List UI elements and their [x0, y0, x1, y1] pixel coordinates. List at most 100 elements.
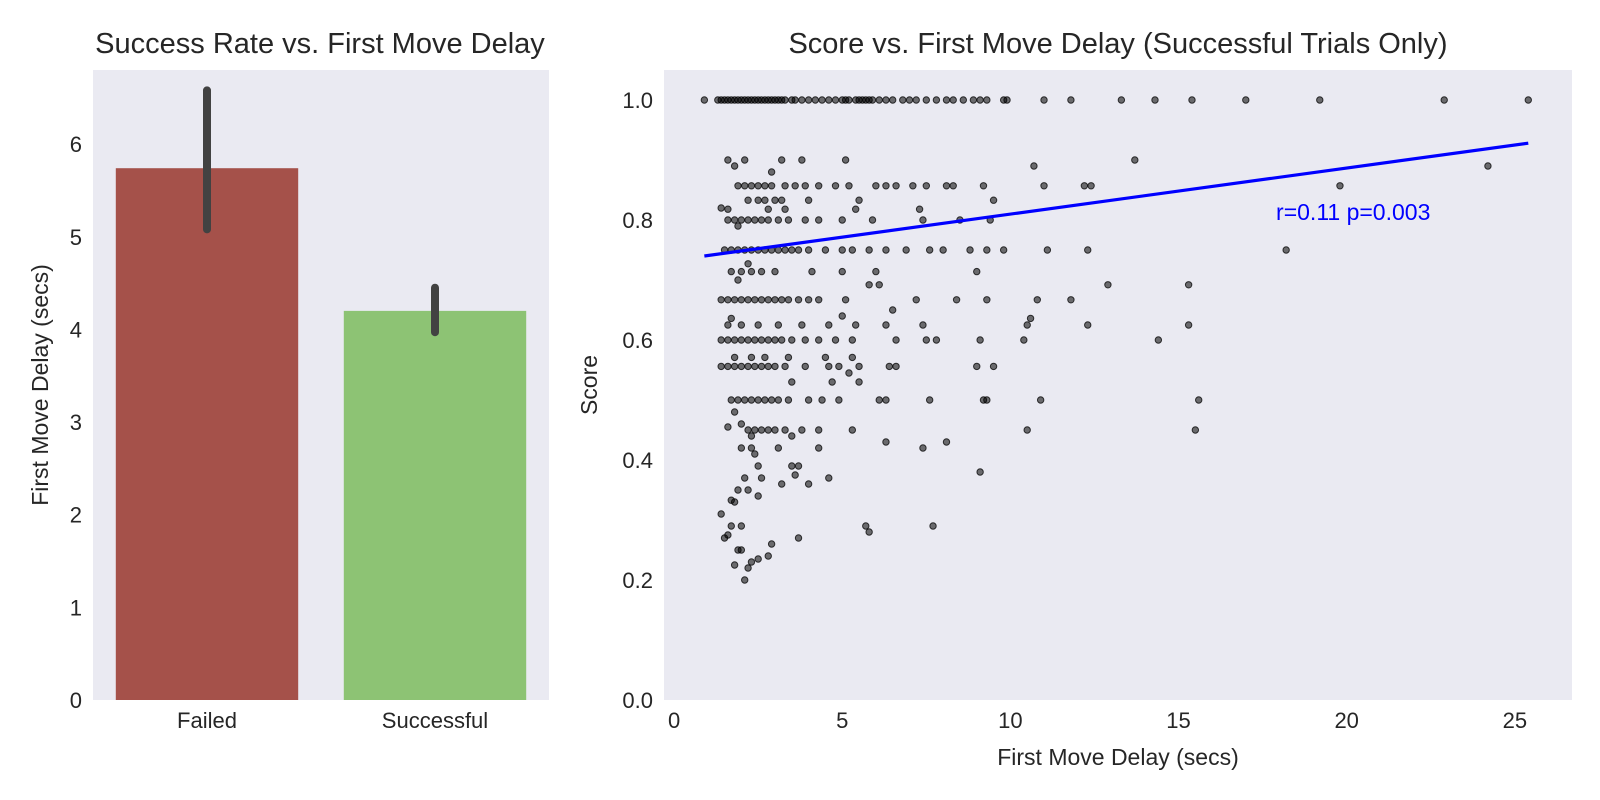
scatter-point	[882, 396, 890, 404]
scatter-point	[1242, 96, 1250, 104]
scatter-xtick-label: 25	[1503, 708, 1527, 733]
scatter-point	[737, 444, 746, 452]
scatter-point	[727, 522, 735, 530]
scatter-point	[727, 267, 735, 276]
scatter-point	[855, 196, 863, 204]
scatter-point	[825, 362, 833, 371]
bar-xtick-label: Failed	[177, 708, 237, 733]
scatter-point	[942, 96, 951, 104]
scatter-point	[835, 396, 843, 404]
bar-xtick-label: Successful	[382, 708, 488, 733]
scatter-point	[781, 426, 789, 434]
scatter-point	[932, 96, 941, 104]
scatter-point	[825, 474, 833, 482]
scatter-point	[754, 321, 762, 329]
scatter-point	[720, 534, 729, 542]
bar-ytick-label: 6	[70, 132, 82, 157]
bar-ytick-label: 2	[70, 503, 82, 528]
scatter-point	[754, 196, 762, 204]
scatter-point	[983, 396, 991, 404]
scatter-point	[774, 396, 783, 404]
regression-line	[704, 141, 1529, 258]
scatter-point	[1023, 426, 1031, 434]
scatter-point	[814, 182, 823, 190]
scatter-point	[754, 182, 762, 190]
scatter-point	[862, 522, 870, 530]
scatter-ytick-label: 0.4	[622, 448, 653, 473]
scatter-point	[794, 462, 803, 470]
scatter-point	[761, 182, 769, 190]
scatter-point	[754, 396, 762, 404]
scatter-point	[774, 216, 783, 224]
scatter-point	[1084, 246, 1092, 254]
scatter-point	[919, 216, 927, 224]
scatter-point	[1188, 96, 1196, 104]
scatter-point	[983, 96, 991, 104]
bar-ytick-label: 3	[70, 410, 82, 435]
scatter-point	[976, 96, 984, 104]
scatter-point	[761, 353, 769, 362]
scatter-point	[888, 306, 897, 314]
scatter-point	[865, 528, 873, 536]
scatter-point	[774, 321, 783, 329]
scatter-point	[922, 182, 931, 190]
scatter-point	[761, 396, 769, 404]
scatter-point	[801, 336, 809, 344]
scatter-point	[1184, 281, 1193, 289]
correlation-annotation: r=0.11 p=0.003	[1276, 199, 1430, 225]
scatter-point	[771, 362, 779, 371]
scatter-point	[784, 296, 793, 304]
scatter-point	[737, 216, 746, 224]
scatter-point	[989, 196, 998, 204]
scatter-point	[744, 196, 752, 204]
bar-ytick-label: 5	[70, 225, 82, 250]
scatter-point	[821, 246, 830, 254]
scatter-point	[808, 267, 816, 276]
scatter-point	[724, 336, 732, 344]
scatter-point	[744, 216, 752, 224]
scatter-point	[925, 246, 934, 254]
scatter-point	[771, 426, 779, 434]
scatter-ytick-label: 0.6	[622, 328, 653, 353]
scatter-point	[700, 96, 709, 104]
scatter-point	[899, 96, 907, 104]
scatter-point	[979, 182, 988, 190]
scatter-point	[905, 96, 914, 104]
scatter-point	[737, 296, 746, 304]
scatter-point	[744, 362, 752, 371]
bar-ytick-label: 0	[70, 688, 82, 713]
scatter-point	[804, 396, 813, 404]
scatter-point	[741, 474, 749, 482]
bar-successful	[343, 310, 527, 700]
scatter-point	[1524, 96, 1532, 104]
scatter-point	[751, 362, 759, 371]
scatter-point	[1154, 336, 1163, 344]
scatter-point	[838, 312, 846, 320]
scatter-point	[1030, 162, 1038, 170]
scatter-point	[741, 576, 749, 584]
scatter-point	[727, 314, 735, 323]
scatter-point	[744, 260, 752, 268]
scatter-point	[717, 510, 725, 518]
scatter-point	[1040, 96, 1048, 104]
scatter-point	[831, 182, 840, 190]
scatter-point	[831, 336, 840, 344]
scatter-point	[845, 182, 853, 190]
scatter-chart-title: Score vs. First Move Delay (Successful T…	[788, 28, 1447, 60]
scatter-point	[771, 336, 779, 344]
scatter-point	[1084, 321, 1092, 329]
scatter-point	[804, 296, 813, 304]
scatter-point	[902, 246, 910, 254]
scatter-point	[801, 182, 809, 190]
scatter-point	[788, 378, 796, 386]
scatter-point	[1191, 426, 1200, 434]
scatter-point	[764, 362, 772, 371]
scatter-point	[875, 281, 883, 289]
scatter-point	[798, 156, 806, 164]
scatter-point	[912, 296, 920, 304]
scatter-point	[828, 378, 836, 386]
scatter-point	[724, 156, 732, 164]
scatter-point	[784, 396, 793, 404]
scatter-point	[855, 378, 863, 386]
